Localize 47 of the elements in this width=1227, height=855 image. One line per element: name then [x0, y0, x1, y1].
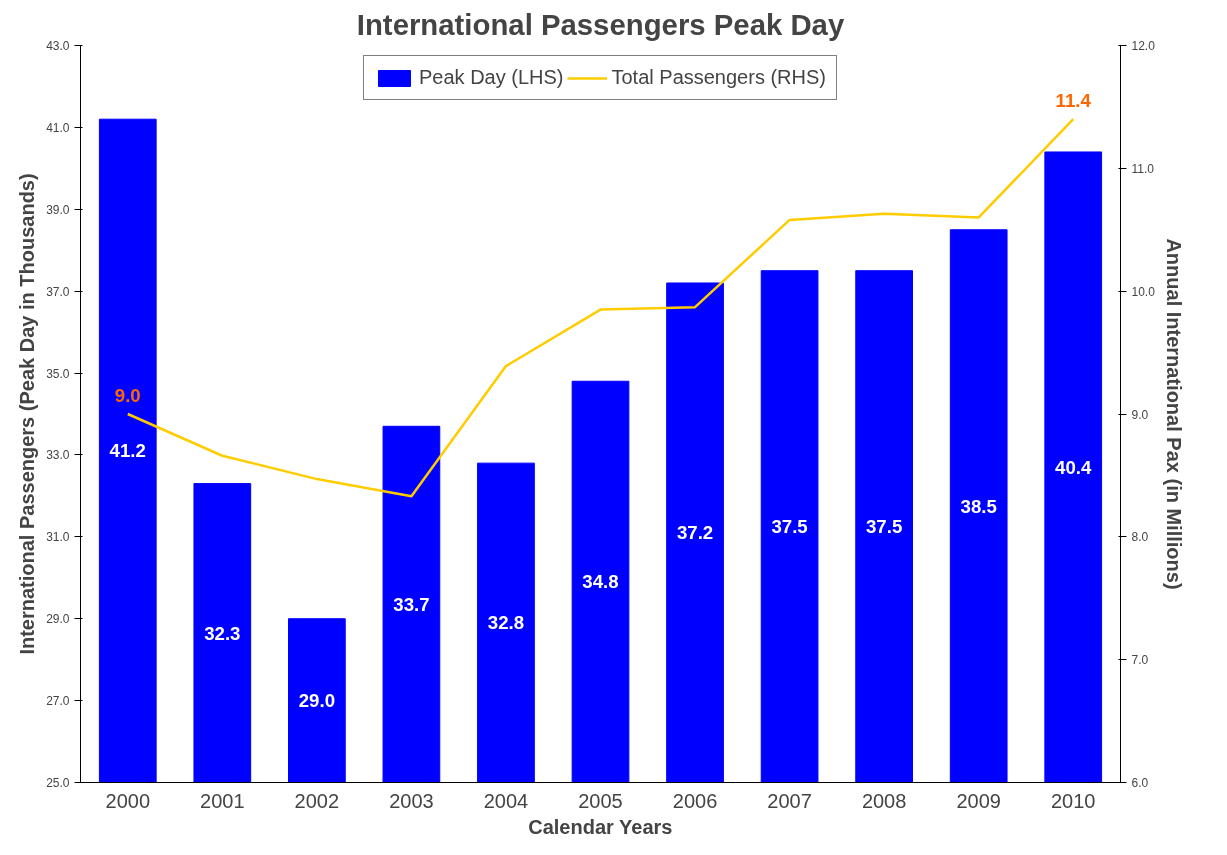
data-label: 37.5 [865, 516, 903, 538]
x-tick-label: 2000 [105, 789, 151, 812]
y2-tick-label: 6.0 [1131, 776, 1149, 790]
x-tick-label: 2009 [956, 789, 1001, 812]
data-label: 32.8 [487, 612, 525, 634]
y-tick-label: 33.0 [46, 448, 70, 463]
legend-label: Peak Day (LHS) [418, 66, 564, 89]
data-label: 38.5 [960, 495, 997, 517]
y2-tick-label: 9.0 [1131, 407, 1149, 422]
x-tick-label: 2007 [767, 789, 812, 812]
y-tick-label: 31.0 [46, 530, 70, 545]
y-axis-title: International Passengers (Peak Day in Thousands) [16, 173, 39, 655]
y-tick-label: 37.0 [46, 284, 70, 299]
y2-tick-label: 12.0 [1131, 39, 1156, 53]
x-tick-label: 2002 [294, 789, 340, 812]
data-label: 41.2 [109, 440, 146, 462]
x-tick-label: 2005 [578, 789, 623, 812]
data-label: 32.3 [204, 622, 241, 644]
y-tick-label: 41.0 [46, 120, 70, 135]
x-tick-label: 2010 [1050, 789, 1096, 812]
x-tick-label: 2001 [200, 789, 245, 812]
x-tick-label: 2006 [672, 789, 718, 812]
x-axis-title: Calendar Years [528, 815, 673, 838]
x-tick-label: 2003 [389, 789, 434, 812]
y-tick-label: 27.0 [46, 694, 70, 709]
y2-tick-label: 7.0 [1131, 653, 1149, 668]
y2-tick-label: 8.0 [1131, 530, 1149, 545]
x-tick-label: 2008 [861, 789, 907, 812]
y2-axis-title: Annual International Pax (in Millions) [1162, 238, 1185, 590]
x-tick-label: 2004 [483, 789, 529, 812]
y2-tick-label: 11.0 [1131, 161, 1155, 176]
y-tick-label: 43.0 [46, 39, 70, 53]
y-tick-label: 29.0 [46, 612, 70, 627]
legend-label: Total Passengers (RHS) [611, 66, 827, 89]
chart-title: International Passengers Peak Day [356, 7, 845, 41]
y-tick-label: 35.0 [46, 366, 70, 381]
y-tick-label: 39.0 [46, 202, 70, 217]
y2-tick-label: 10.0 [1131, 284, 1156, 299]
data-label: 37.2 [676, 522, 714, 544]
data-label: 11.4 [1055, 90, 1092, 112]
data-label: 33.7 [393, 593, 430, 615]
data-label: 34.8 [582, 571, 619, 593]
data-label: 37.5 [771, 516, 808, 538]
data-label: 40.4 [1055, 456, 1093, 478]
data-label: 29.0 [298, 690, 336, 712]
y-tick-label: 25.0 [46, 776, 70, 790]
data-label: 9.0 [114, 385, 141, 406]
